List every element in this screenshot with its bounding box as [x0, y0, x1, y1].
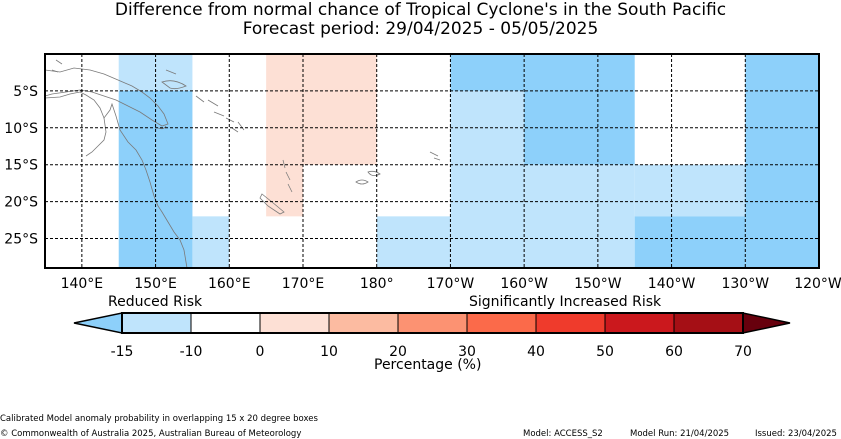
lon-tick-label: 140°E [61, 276, 104, 292]
graticule [45, 54, 819, 268]
colorbar-tick-label: -10 [180, 344, 203, 360]
colorbar-tick-label: 40 [527, 344, 545, 360]
coastline [44, 59, 441, 269]
anomaly-cell-9 [524, 164, 635, 268]
colorbar-bin-20_30 [397, 312, 468, 334]
colorbar-tick-label: 30 [458, 344, 476, 360]
lat-tick-label: 20°S [4, 195, 38, 211]
lon-tick-label: 170°E [282, 276, 325, 292]
colorbar-tick-label: -15 [111, 344, 134, 360]
lon-tick-label: 150°W [574, 276, 622, 292]
anomaly-cell-4 [266, 164, 303, 217]
increased-risk-label: Significantly Increased Risk [469, 294, 662, 310]
anomaly-cell-8 [524, 54, 635, 165]
colorbar-bin-40_50 [535, 312, 606, 334]
lat-tick-label: 10°S [4, 121, 38, 137]
forecast-period: Forecast period: 29/04/2025 - 05/05/2025 [242, 19, 599, 39]
lon-tick-label: 160°E [208, 276, 251, 292]
footer-model-run: Model Run: 21/04/2025 [630, 429, 730, 439]
lon-tick-label: 160°W [500, 276, 548, 292]
footer-copyright: © Commonwealth of Australia 2025, Austra… [0, 429, 302, 439]
lon-tick-label: 180° [360, 276, 394, 292]
footer-issued: Issued: 23/04/2025 [755, 429, 837, 439]
anomaly-cell-2 [192, 216, 230, 268]
footer-description: Calibrated Model anomaly probability in … [0, 414, 318, 424]
colorbar-bin-0_10 [259, 312, 330, 334]
anomaly-cell-7 [450, 90, 525, 269]
anomaly-cell-12 [745, 54, 819, 268]
colorbar-extend-high [742, 312, 791, 334]
colorbar-bin-50_60 [604, 312, 675, 334]
reduced-risk-label: Reduced Risk [108, 294, 203, 310]
colorbar-tick-label: 0 [256, 344, 265, 360]
footer-model: Model: ACCESS_S2 [523, 429, 603, 439]
colorbar-bin-30_40 [466, 312, 537, 334]
colorbar-bin-10_20 [328, 312, 399, 334]
colorbar-frame [121, 312, 744, 334]
anomaly-cell-5 [376, 216, 451, 268]
colorbar-extend-low [73, 312, 123, 334]
lon-tick-label: 130°W [721, 276, 769, 292]
lon-tick-label: 170°W [427, 276, 475, 292]
lat-tick-label: 5°S [13, 84, 38, 100]
lon-tick-label: 150°E [134, 276, 177, 292]
lat-tick-label: 25°S [4, 231, 38, 247]
anomaly-cell-6 [450, 54, 525, 91]
colorbar-tick-label: 60 [665, 344, 683, 360]
colorbar-tick-label: 50 [596, 344, 614, 360]
anomaly-cell-3 [266, 54, 377, 165]
anomaly-cell-11 [634, 216, 746, 268]
colorbar-tick-label: 10 [320, 344, 338, 360]
colorbar-tick-label: 20 [389, 344, 407, 360]
colorbar [73, 312, 791, 334]
lon-tick-label: 140°W [648, 276, 696, 292]
map-title: Difference from normal chance of Tropica… [114, 0, 727, 20]
anomaly-cell-10 [634, 164, 746, 217]
colorbar-bin-60_70 [673, 312, 744, 334]
colorbar-tick-label: 70 [734, 344, 752, 360]
lat-tick-label: 15°S [4, 158, 38, 174]
colorbar-axis-label: Percentage (%) [374, 357, 482, 373]
lon-tick-label: 120°W [794, 276, 841, 292]
colorbar-bin--10_0 [190, 312, 261, 334]
colorbar-bin--15_-10 [121, 312, 192, 334]
map-frame [44, 53, 820, 269]
